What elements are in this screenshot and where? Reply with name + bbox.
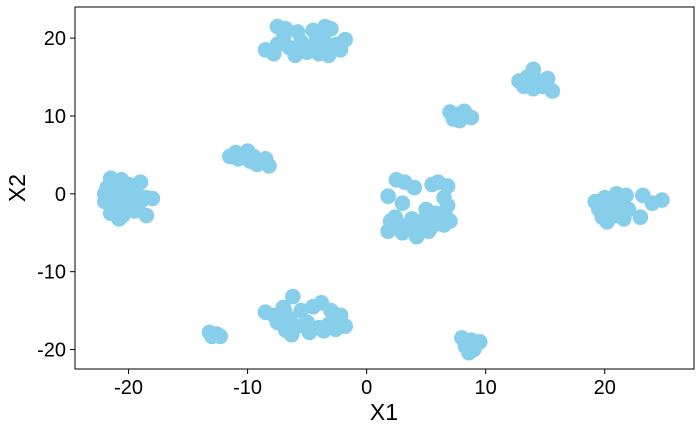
data-point-110: [616, 211, 632, 227]
data-point-50: [299, 44, 315, 60]
x-tick-label: 0: [361, 377, 372, 399]
data-point-141: [212, 328, 228, 345]
data-point-11: [144, 190, 161, 207]
data-point-120: [293, 302, 310, 319]
data-point-71: [523, 70, 539, 87]
points-layer: [97, 18, 670, 361]
data-point-78: [380, 188, 396, 204]
y-tick-label: 10: [44, 106, 66, 128]
data-point-134: [283, 326, 300, 343]
data-point-53: [332, 42, 349, 58]
data-point-147: [461, 344, 477, 361]
data-point-135: [301, 324, 318, 341]
data-point-54: [266, 45, 282, 62]
data-point-52: [320, 47, 337, 64]
x-tick-label: -20: [114, 377, 143, 399]
data-point-32: [261, 158, 277, 174]
y-tick-label: 20: [44, 28, 66, 50]
data-point-74: [406, 179, 423, 196]
plot-panel: [75, 7, 694, 369]
x-axis-title: X1: [370, 399, 398, 425]
x-tick-label: -10: [233, 377, 262, 399]
data-point-115: [654, 192, 670, 208]
data-point-111: [599, 214, 615, 230]
data-point-19: [138, 207, 155, 224]
data-point-79: [394, 195, 411, 211]
data-point-60: [463, 109, 480, 126]
data-point-93: [408, 228, 425, 245]
data-point-55: [308, 28, 325, 44]
data-point-136: [316, 323, 332, 339]
data-point-61: [451, 112, 468, 129]
y-tick-label: 0: [55, 184, 66, 206]
data-point-39: [323, 21, 339, 37]
y-axis-title: X2: [4, 174, 30, 202]
x-tick-label: 10: [475, 377, 497, 399]
data-point-33: [245, 148, 262, 165]
data-point-48: [275, 30, 292, 46]
data-point-112: [632, 209, 649, 225]
data-point-21: [99, 179, 115, 196]
plot-frame: [74, 6, 695, 370]
x-tick-label: 20: [594, 377, 616, 399]
data-point-23: [123, 200, 139, 216]
data-point-137: [276, 302, 293, 319]
data-point-20: [111, 211, 127, 227]
data-point-70: [544, 83, 561, 99]
data-point-97: [416, 212, 432, 229]
data-point-96: [387, 209, 404, 225]
data-point-22: [113, 172, 130, 188]
data-point-92: [394, 225, 411, 241]
data-point-49: [287, 47, 304, 64]
y-tick-label: -10: [37, 262, 66, 284]
data-point-91: [380, 223, 396, 239]
y-axis: -20 -10 0 10 20: [37, 28, 75, 362]
data-point-28: [230, 151, 246, 167]
data-point-98: [404, 211, 420, 227]
data-point-119: [285, 288, 301, 305]
x-axis: -20 -10 0 10 20: [114, 369, 616, 399]
data-point-12: [97, 193, 113, 210]
data-point-99: [437, 207, 454, 224]
data-point-5: [132, 174, 149, 190]
data-point-132: [337, 318, 354, 335]
y-tick-label: -20: [37, 340, 66, 362]
